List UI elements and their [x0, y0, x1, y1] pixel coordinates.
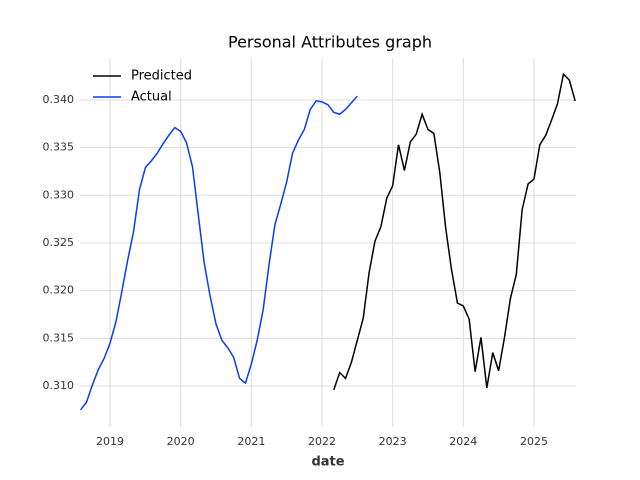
y-tick-label: 0.330 [43, 188, 75, 201]
y-tick-label: 0.310 [43, 379, 75, 392]
legend-label: Actual [131, 90, 172, 105]
x-tick-label: 2020 [167, 435, 195, 448]
x-axis-label: date [311, 455, 344, 470]
x-tick-label: 2025 [520, 435, 548, 448]
x-tick-label: 2023 [379, 435, 407, 448]
series-line [333, 72, 576, 391]
x-tick-label: 2024 [449, 435, 477, 448]
x-tick-label: 2019 [96, 435, 124, 448]
y-tick-label: 0.335 [43, 141, 75, 154]
series-line [79, 95, 358, 411]
y-tick-label: 0.325 [43, 236, 75, 249]
chart-title: Personal Attributes graph [228, 33, 432, 52]
y-tick-label: 0.340 [43, 93, 75, 106]
legend-label: Predicted [131, 69, 192, 84]
y-tick-label: 0.320 [43, 284, 75, 297]
x-tick-label: 2021 [237, 435, 265, 448]
x-tick-label: 2022 [308, 435, 336, 448]
y-tick-label: 0.315 [43, 331, 75, 344]
